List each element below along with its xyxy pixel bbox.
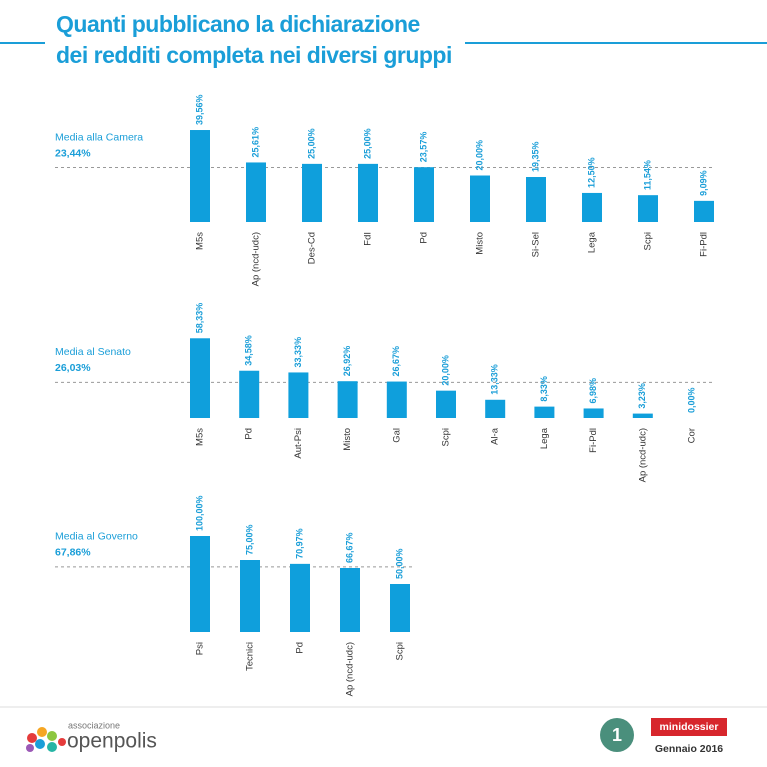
bar <box>340 567 360 632</box>
bar <box>470 175 490 222</box>
bar <box>694 200 714 222</box>
category-label: Fi-Pdl <box>588 428 599 453</box>
category-label: Gal <box>391 428 402 443</box>
category-label: Misto <box>342 428 353 451</box>
bar <box>414 167 434 222</box>
category-label: Al-a <box>490 427 501 445</box>
value-label: 20,00% <box>440 355 450 386</box>
logo <box>26 727 66 752</box>
category-label: FdI <box>363 232 374 246</box>
category-label: Cor <box>687 428 698 443</box>
page-number: 1 <box>612 725 622 745</box>
value-label: 3,23% <box>637 383 647 409</box>
value-label: 66,67% <box>344 532 354 563</box>
category-label: Ap (ncd-udc) <box>637 428 648 482</box>
category-label: Tecnici <box>245 642 256 671</box>
value-label: 34,58% <box>244 335 254 366</box>
value-label: 9,09% <box>698 170 708 196</box>
value-label: 12,50% <box>586 157 596 188</box>
bar <box>246 162 266 222</box>
value-label: 25,00% <box>306 128 316 159</box>
value-label: 26,92% <box>342 346 352 377</box>
category-label: Lega <box>539 427 550 449</box>
category-label: Aut-Psi <box>293 428 304 459</box>
value-label: 11,54% <box>642 160 652 190</box>
category-label: Misto <box>475 232 486 255</box>
bar <box>290 563 310 632</box>
average-label: Media al Senato <box>55 346 131 358</box>
category-label: M5s <box>195 232 206 250</box>
bar <box>302 163 322 222</box>
value-label: 20,00% <box>474 140 484 171</box>
average-value: 23,44% <box>55 147 91 159</box>
bar <box>485 399 506 418</box>
bar <box>583 408 604 418</box>
bar <box>358 163 378 222</box>
category-label: Scpi <box>441 428 452 446</box>
bar <box>390 584 410 632</box>
footer-association: associazione <box>68 720 120 730</box>
bar <box>582 192 602 222</box>
footer-brand: openpolis <box>67 730 157 753</box>
value-label: 26,67% <box>391 346 401 377</box>
value-label: 70,97% <box>294 528 304 559</box>
bar <box>534 406 555 418</box>
category-label: Scpi <box>643 232 654 250</box>
bar <box>436 390 456 418</box>
average-value: 26,03% <box>55 362 91 374</box>
value-label: 33,33% <box>293 337 303 368</box>
value-label: 25,61% <box>250 127 260 158</box>
category-label: Si-Sel <box>531 232 542 257</box>
bar <box>190 338 210 418</box>
category-label: M5s <box>195 428 206 446</box>
bar <box>239 370 260 418</box>
value-label: 6,98% <box>588 378 598 404</box>
value-label: 50,00% <box>394 548 404 579</box>
bar <box>386 381 407 418</box>
category-label: Psi <box>195 642 206 655</box>
bar <box>190 536 210 632</box>
value-label: 39,56% <box>194 94 204 125</box>
series-label: minidossier <box>660 721 719 733</box>
value-label: 75,00% <box>244 524 254 555</box>
value-label: 8,33% <box>539 376 549 402</box>
category-label: Pd <box>419 232 430 244</box>
bar <box>288 372 309 418</box>
bar <box>190 130 210 222</box>
category-label: Pd <box>244 428 255 440</box>
series-box <box>651 718 727 736</box>
category-label: Des-Cd <box>307 232 318 264</box>
value-label: 0,00% <box>686 387 696 413</box>
footer-date: Gennaio 2016 <box>655 743 723 755</box>
value-label: 100,00% <box>194 495 204 531</box>
value-label: 58,33% <box>194 303 204 334</box>
value-label: 13,33% <box>490 364 500 395</box>
average-label: Media al Governo <box>55 531 138 543</box>
category-label: Lega <box>587 231 598 253</box>
bar <box>240 560 260 632</box>
category-label: Ap (ncd-udc) <box>345 642 356 696</box>
value-label: 23,57% <box>418 132 428 163</box>
category-label: Scpi <box>395 642 406 660</box>
bar <box>632 413 653 418</box>
title-line: dei redditi completa nei diversi gruppi <box>56 42 452 68</box>
average-label: Media alla Camera <box>55 131 143 143</box>
category-label: Ap (ncd-udc) <box>251 232 262 286</box>
bar <box>526 177 546 222</box>
value-label: 25,00% <box>362 128 372 159</box>
category-label: Fi-Pdl <box>699 232 710 257</box>
value-label: 19,35% <box>530 141 540 172</box>
category-label: Pd <box>295 642 306 654</box>
title-line: Quanti pubblicano la dichiarazione <box>56 11 420 37</box>
page-badge <box>600 718 634 752</box>
bar <box>337 381 358 418</box>
bar <box>638 195 658 222</box>
average-value: 67,86% <box>55 547 91 559</box>
